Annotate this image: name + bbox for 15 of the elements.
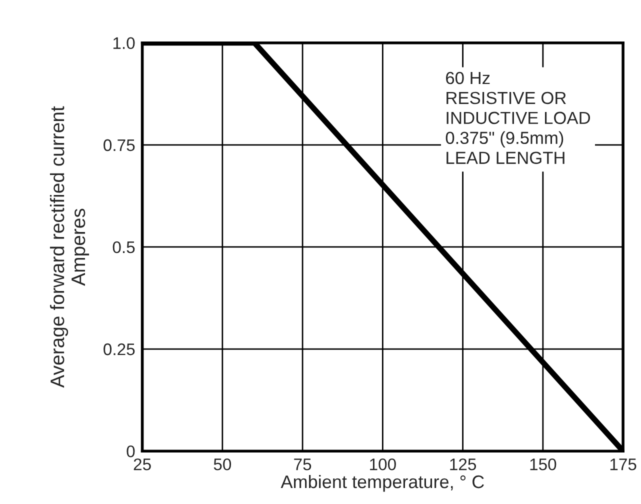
y-axis-title: Average forward rectified current Amperes [50, 106, 90, 388]
x-tick-label: 150 [530, 458, 556, 470]
x-tick-label: 50 [214, 458, 232, 470]
y-tick-label: 0.25 [104, 343, 135, 356]
x-axis-title: Ambient temperature, ° C [280, 474, 484, 492]
x-tick-label: 75 [294, 458, 312, 470]
x-tick-label: 175 [610, 458, 636, 470]
y-tick-label: 0.75 [104, 139, 135, 152]
y-tick-label: 0.5 [112, 241, 135, 254]
y-tick-label: 1.0 [113, 37, 135, 50]
x-tick-label: 125 [450, 458, 476, 470]
annotation: 60 Hz RESISTIVE OR INDUCTIVE LOAD 0.375" (9.5mm) LEAD LENGTH [446, 72, 590, 164]
x-tick-label: 25 [134, 458, 151, 470]
y-tick-label: 0 [126, 445, 135, 458]
x-tick-label: 100 [370, 458, 396, 470]
